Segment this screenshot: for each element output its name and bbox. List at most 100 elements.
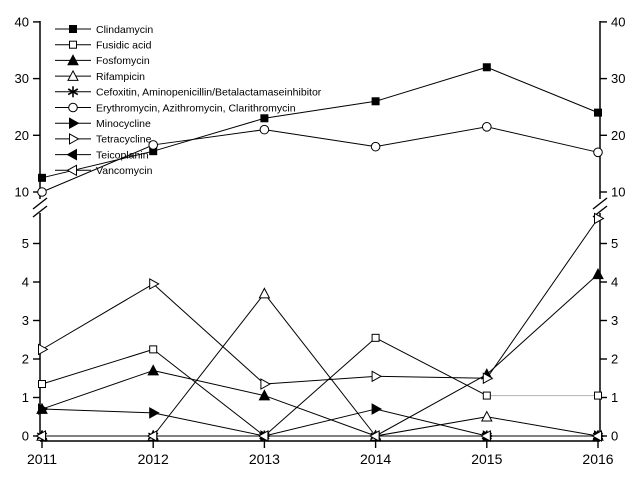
marker-rifampicin-2013 — [258, 287, 271, 299]
segment-fosfomycin-0 — [41, 370, 154, 410]
marker-fosfomycin-2016 — [592, 268, 604, 280]
legend-marker-clindamycin — [69, 25, 77, 33]
segment-fosfomycin-1 — [153, 370, 265, 397]
marker-erythromycin-azithromycin-clarithromycin-2014 — [370, 141, 381, 152]
marker-tetracycline-2015 — [482, 372, 494, 385]
segment-rifampicin-2 — [264, 293, 376, 437]
segment-fosfomycin-4 — [486, 273, 599, 375]
marker-erythromycin-azithromycin-clarithromycin-2015 — [481, 121, 492, 132]
series-line-rifampicin — [42, 293, 599, 437]
segment-tetracycline-1 — [152, 283, 265, 385]
y-ticks: 10 10 20 20 30 30 40 40 0 0 1 1 2 2 3 3 4 4 5 5 — [15, 14, 626, 443]
legend-label-tetracycline: Tetracycline — [96, 134, 152, 146]
y-tick-label-right-4: 4 — [611, 275, 618, 290]
series-line-tetracycline — [41, 218, 599, 385]
legend-label-fosfomycin: Fosfomycin — [96, 55, 150, 67]
segment-fusidic-acid-3 — [375, 337, 488, 397]
legend-label-rifampicin: Rifampicin — [96, 71, 145, 83]
segment-fusidic-acid-2 — [264, 337, 376, 437]
x-tick-label-2011: 2011 — [27, 451, 57, 467]
marker-fosfomycin-2012 — [147, 364, 160, 376]
marker-vancomycin-2013 — [257, 430, 269, 442]
segment-fusidic-acid-0 — [41, 348, 154, 385]
legend-item-erythromycin-azithromycin-clarithromycin: Erythromycin, Azithromycin, Clarithromyc… — [55, 102, 296, 114]
marker-clindamycin-2016 — [594, 108, 602, 117]
segment-tetracycline-4 — [486, 218, 599, 379]
segment-clindamycin-2 — [264, 100, 376, 119]
legend-item-vancomycin: Vancomycin — [55, 164, 153, 177]
marker-clindamycin-2011 — [38, 173, 46, 182]
legend-label-cefoxitin-aminopenicillin-betalactamaseinhibitor: Cefoxitin, Aminopenicillin/Betalactamase… — [96, 87, 322, 99]
x-tick-label-2016: 2016 — [582, 451, 613, 467]
segment-fosfomycin-2 — [264, 395, 376, 437]
y-tick-label-left-2: 2 — [22, 352, 29, 367]
marker-clindamycin-2015 — [482, 63, 491, 72]
segment-tetracycline-0 — [41, 283, 154, 350]
segment-fusidic-acid-1 — [152, 348, 265, 437]
marker-fusidic-acid-2014 — [371, 333, 380, 342]
segment-erythromycin-azithromycin-clarithromycin-3 — [375, 126, 487, 148]
marker-tetracycline-2013 — [260, 378, 271, 390]
markers-tetracycline — [38, 212, 605, 390]
legend-marker-cefoxitin-aminopenicillin-betalactamaseinhibitor — [67, 86, 79, 98]
marker-tetracycline-2016 — [594, 212, 605, 225]
segment-clindamycin-1 — [153, 117, 265, 152]
legend-item-cefoxitin-aminopenicillin-betalactamaseinhibitor: Cefoxitin, Aminopenicillin/Betalactamase… — [55, 86, 322, 99]
legend-item-tetracycline: Tetracycline — [55, 133, 152, 146]
markers-clindamycin — [38, 63, 602, 182]
segment-clindamycin-0 — [41, 150, 154, 179]
y-tick-label-right-2: 2 — [611, 352, 618, 367]
segment-fosfomycin-3 — [375, 373, 488, 437]
legend-item-minocycline: Minocycline — [55, 117, 151, 130]
marker-minocycline-2011 — [38, 403, 49, 415]
legend-item-fosfomycin: Fosfomycin — [55, 54, 150, 67]
marker-rifampicin-2015 — [480, 410, 493, 422]
segment-minocycline-3 — [375, 408, 487, 437]
marker-fusidic-acid-2015 — [482, 391, 491, 400]
marker-tetracycline-2012 — [149, 278, 160, 290]
y-tick-label-right-0: 0 — [611, 429, 618, 444]
legend-marker-vancomycin — [66, 164, 77, 177]
legend-marker-erythromycin-azithromycin-clarithromycin — [68, 102, 78, 113]
y-tick-label-right-3: 3 — [611, 313, 618, 328]
axes — [39, 21, 601, 442]
segment-clindamycin-4 — [486, 66, 599, 114]
legend-label-vancomycin: Vancomycin — [96, 165, 153, 177]
marker-minocycline-2014 — [371, 403, 383, 415]
markers-fosfomycin — [36, 268, 604, 441]
series-markers — [35, 63, 605, 442]
legend-label-minocycline: Minocycline — [96, 118, 151, 130]
series-line-fusidic-acid — [41, 337, 598, 437]
legend-marker-fosfomycin — [67, 54, 79, 66]
y-tick-label-left-4: 4 — [22, 275, 29, 290]
legend-item-teicoplanin: Teicoplanin — [55, 148, 149, 161]
segment-rifampicin-4 — [486, 416, 599, 437]
segment-erythromycin-azithromycin-clarithromycin-4 — [486, 126, 599, 153]
legend-label-erythromycin-azithromycin-clarithromycin: Erythromycin, Azithromycin, Clarithromyc… — [96, 102, 296, 114]
y-tick-label-left-5: 5 — [22, 236, 29, 251]
legend-item-clindamycin: Clindamycin — [55, 24, 153, 36]
legend-marker-minocycline — [69, 117, 80, 130]
marker-erythromycin-azithromycin-clarithromycin-2016 — [593, 147, 603, 158]
series-line-clindamycin — [41, 66, 599, 179]
marker-tetracycline-2014 — [371, 370, 383, 383]
marker-clindamycin-2014 — [371, 97, 380, 106]
series-line-erythromycin-azithromycin-clarithromycin — [41, 126, 599, 193]
axis-break-marks — [32, 197, 608, 218]
legend-item-fusidic-acid: Fusidic acid — [55, 40, 152, 52]
y-tick-label-right-5: 5 — [611, 236, 618, 251]
y-tick-label-right-30: 30 — [611, 71, 625, 86]
marker-clindamycin-2013 — [260, 114, 269, 123]
x-tick-label-2015: 2015 — [471, 451, 502, 467]
axis-break-slash — [592, 197, 608, 210]
y-tick-label-left-10: 10 — [15, 185, 29, 200]
segment-erythromycin-azithromycin-clarithromycin-0 — [41, 144, 154, 193]
series-lines — [41, 66, 599, 437]
y-tick-label-right-1: 1 — [611, 390, 618, 405]
y-tick-label-left-0: 0 — [22, 429, 29, 444]
legend-marker-teicoplanin — [66, 148, 77, 161]
marker-vancomycin-2012 — [146, 430, 158, 442]
marker-vancomycin-2014 — [369, 430, 380, 442]
